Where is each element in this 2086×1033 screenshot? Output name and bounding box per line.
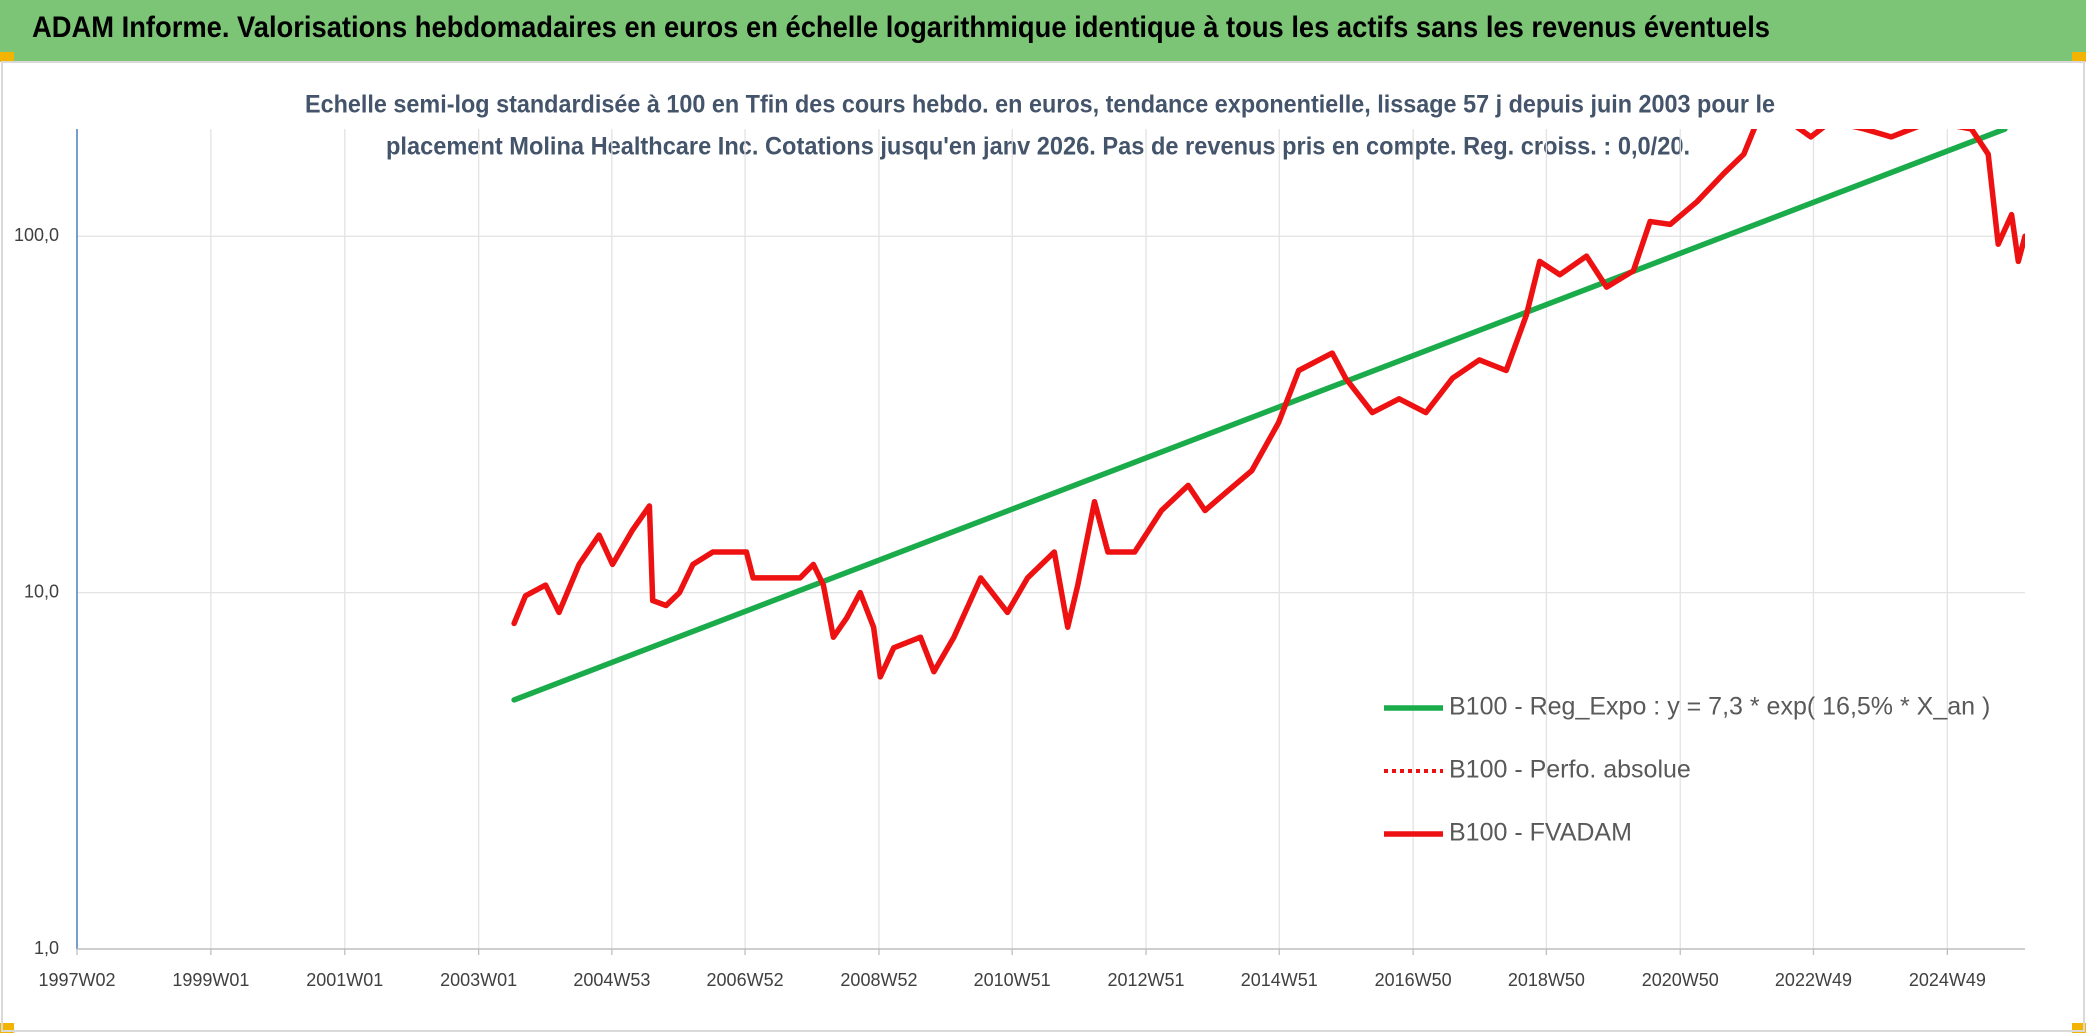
y-tick-label: 10,0 (24, 581, 59, 601)
corner-mark (0, 52, 14, 62)
x-tick-label: 1999W01 (172, 970, 249, 990)
legend-label: B100 - Reg_Expo : y = 7,3 * exp( 16,5% *… (1449, 693, 1990, 721)
corner-mark (0, 1023, 14, 1033)
axes: 1997W02 1999W01 2001W01 2003W01 2004W53 2006W… (14, 129, 2025, 990)
corner-mark (2072, 52, 2086, 62)
legend-label: B100 - Perfo. absolue (1449, 756, 1691, 784)
y-tick-label: 100,0 (14, 225, 59, 245)
chart-subtitle: placement Molina Healthcare Inc. Cotatio… (386, 133, 1690, 161)
x-tick-label: 2020W50 (1642, 970, 1719, 990)
chart-subtitle: Echelle semi-log standardisée à 100 en T… (305, 91, 1775, 119)
x-tick-label: 2008W52 (840, 970, 917, 990)
y-tick-label: 1,0 (34, 938, 59, 958)
x-tick-label: 2014W51 (1241, 970, 1318, 990)
legend: B100 - Reg_Expo : y = 7,3 * exp( 16,5% *… (1384, 693, 1990, 847)
x-tick-label: 2001W01 (306, 970, 383, 990)
chart-title: ADAM Informe. Valorisations hebdomadaire… (32, 11, 1770, 44)
x-tick-label: 2018W50 (1508, 970, 1585, 990)
x-tick-label: 2004W53 (573, 970, 650, 990)
plot-area (511, 129, 2025, 703)
corner-mark (2072, 1023, 2086, 1033)
title-banner (0, 0, 2086, 62)
x-tick-label: 1997W02 (38, 970, 115, 990)
x-tick-label: 2012W51 (1108, 970, 1185, 990)
x-tick-label: 2016W50 (1375, 970, 1452, 990)
series-line (511, 129, 2025, 680)
legend-label: B100 - FVADAM (1449, 819, 1632, 847)
x-tick-label: 2003W01 (440, 970, 517, 990)
x-tick-label: 2010W51 (974, 970, 1051, 990)
x-tick-label: 2024W49 (1909, 970, 1986, 990)
grid (76, 129, 2025, 950)
chart-frame (1, 61, 2085, 1032)
series-line (511, 129, 2008, 703)
x-tick-label: 2022W49 (1775, 970, 1852, 990)
x-tick-label: 2006W52 (707, 970, 784, 990)
